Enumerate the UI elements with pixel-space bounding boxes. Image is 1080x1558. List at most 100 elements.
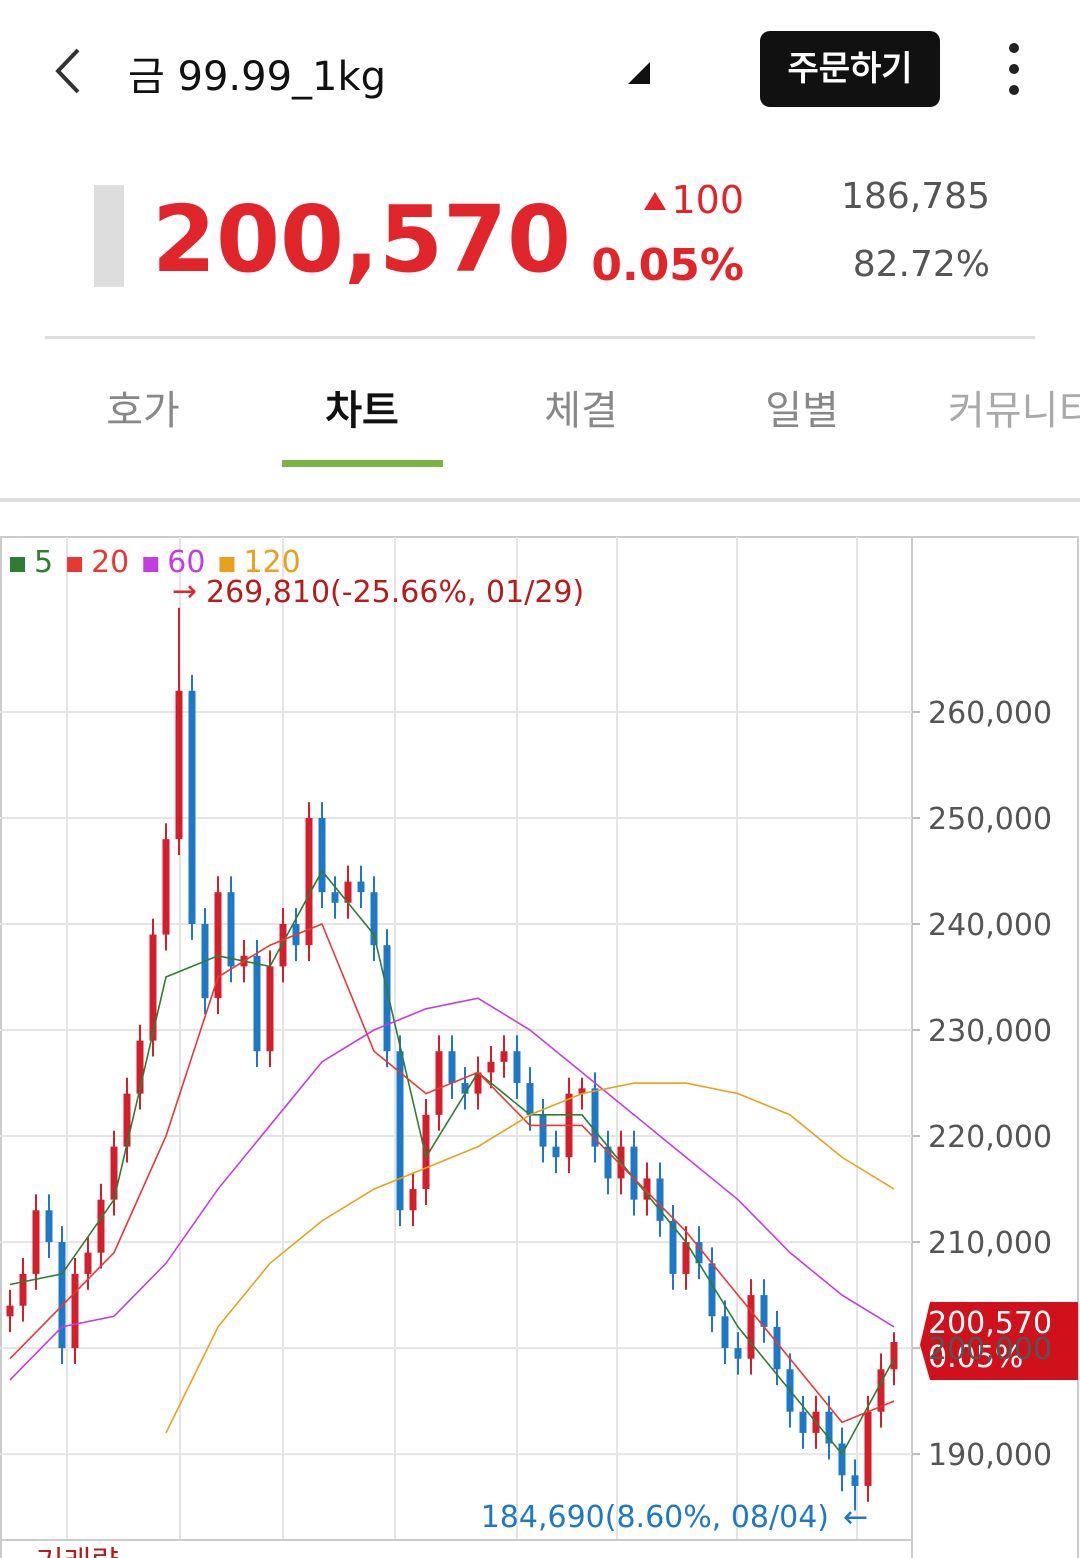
candle-body — [331, 892, 339, 903]
candle-body — [591, 1088, 599, 1147]
legend-swatch — [67, 557, 83, 572]
volume: 186,785 — [841, 176, 990, 217]
candle-body — [84, 1252, 92, 1274]
y-tick-label: 210,000 — [928, 1226, 1052, 1261]
last-price: 200,570 — [928, 1306, 1052, 1341]
low-arrow: ← — [843, 1500, 868, 1535]
mini-chart — [94, 185, 124, 287]
dropdown-arrow[interactable] — [626, 60, 652, 86]
candle-body — [383, 945, 391, 1052]
candle-body — [682, 1242, 690, 1274]
low-annotation: 184,690(8.60%, 08/04) — [481, 1500, 829, 1535]
candle-body — [877, 1369, 885, 1412]
candle-body — [838, 1443, 846, 1476]
order-button[interactable]: 주문하기 — [760, 31, 940, 107]
vertical-grid — [66, 537, 858, 1540]
back-button[interactable] — [48, 46, 88, 96]
candle-body — [734, 1348, 742, 1359]
candle-body — [721, 1316, 729, 1349]
high-annotation: 269,810(-25.66%, 01/29) — [206, 575, 584, 610]
tab-indicator — [282, 460, 443, 467]
candle-body — [630, 1146, 638, 1200]
y-tick-label: 190,000 — [928, 1438, 1052, 1473]
candle-body — [149, 934, 157, 1041]
candle-body — [357, 881, 365, 893]
last-price-tag — [920, 1302, 1078, 1380]
candle-body — [825, 1411, 833, 1444]
candle-body — [136, 1040, 144, 1094]
current-price: 200,570 — [152, 186, 572, 293]
candle-body — [253, 955, 261, 1052]
candle-body — [487, 1061, 495, 1073]
candle-body — [175, 690, 183, 840]
candle-body — [578, 1088, 586, 1094]
y-tick-label: 200,000 — [928, 1332, 1052, 1367]
candle-body — [266, 966, 274, 1052]
candle-body — [526, 1083, 534, 1115]
volume-label: 거래량 — [36, 1545, 119, 1558]
candle-body — [474, 1072, 482, 1094]
candle-body — [773, 1326, 781, 1370]
candle-body — [695, 1242, 703, 1264]
moving-average-line — [9, 922, 895, 1424]
candle-body — [344, 881, 352, 903]
candle-body — [552, 1146, 560, 1158]
legend-label: 120 — [243, 545, 300, 580]
y-tick-label: 250,000 — [928, 802, 1052, 837]
candle-body — [162, 839, 170, 935]
candle-body — [799, 1411, 807, 1433]
candle-body — [539, 1114, 547, 1147]
tab[interactable]: 일별 — [765, 388, 839, 434]
candle-body — [708, 1263, 716, 1317]
candle-body — [500, 1051, 508, 1062]
legend-label: 20 — [91, 545, 129, 580]
moving-average-line — [165, 1082, 895, 1434]
candle-body — [71, 1273, 79, 1349]
candle-body — [6, 1305, 14, 1317]
candle-body — [318, 817, 326, 893]
tab[interactable]: 체결 — [544, 388, 618, 434]
candle-body — [760, 1295, 768, 1327]
candle-body — [656, 1178, 664, 1221]
y-tick-label: 220,000 — [928, 1120, 1052, 1155]
tab[interactable]: 커뮤니티 — [948, 388, 1080, 434]
tab[interactable]: 호가 — [106, 388, 180, 434]
candle-body — [214, 892, 222, 999]
up-triangle — [644, 192, 666, 210]
candle-body — [422, 1114, 430, 1190]
plot — [0, 607, 912, 1511]
candle-body — [890, 1342, 898, 1370]
candle-body — [188, 690, 196, 924]
tab-active[interactable]: 차트 — [325, 388, 399, 434]
candle-body — [669, 1220, 677, 1274]
divider — [45, 336, 1035, 339]
candle-body — [227, 892, 235, 967]
ratio: 82.72% — [852, 244, 990, 285]
candle-body — [45, 1210, 53, 1243]
candle-body — [435, 1051, 443, 1115]
high-arrow: → — [172, 574, 197, 609]
legend-swatch — [143, 557, 159, 572]
more-menu[interactable] — [1000, 42, 1028, 98]
y-tick-label: 230,000 — [928, 1014, 1052, 1049]
change-rate: 0.05% — [591, 240, 744, 291]
candle-body — [747, 1295, 755, 1359]
legend-label: 5 — [34, 545, 53, 580]
candle-body — [279, 923, 287, 967]
candle-body — [370, 892, 378, 946]
candle-body — [513, 1051, 521, 1084]
legend-label: 60 — [167, 545, 205, 580]
candle-body — [110, 1146, 118, 1200]
y-tick-label: 260,000 — [928, 696, 1052, 731]
chart-frame — [0, 536, 1079, 1558]
legend-swatch — [219, 557, 235, 572]
candle-body — [97, 1199, 105, 1253]
moving-average-line — [9, 869, 895, 1456]
candle-body — [604, 1146, 612, 1179]
candle-body — [19, 1273, 27, 1306]
candle-body — [58, 1242, 66, 1349]
candle-body — [409, 1189, 417, 1211]
candle-body — [851, 1475, 859, 1486]
